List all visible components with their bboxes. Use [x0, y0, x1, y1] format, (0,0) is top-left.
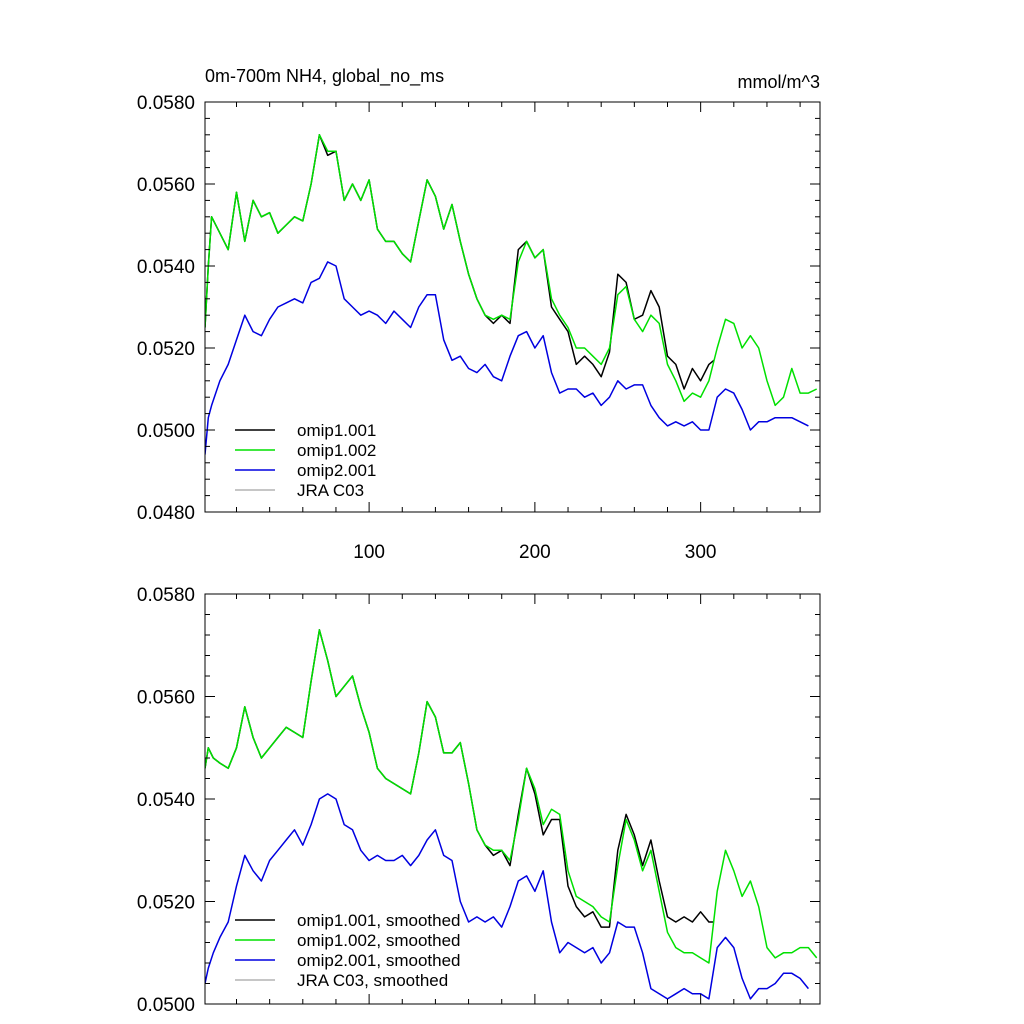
y-tick-label: 0.0500	[137, 421, 195, 442]
top-panel: 0.0480 0.0500 0.0520 0.0540 0.0560 0.0580 100 2…	[137, 66, 821, 563]
y-tick-label: 0.0540	[137, 257, 195, 278]
y-tick-label: 0.0560	[137, 688, 195, 709]
series-line-omip2-001-smoothed	[205, 793, 809, 1000]
y-tick-label: 0.0560	[137, 175, 195, 196]
legend-label: JRA C03, smoothed	[297, 971, 448, 990]
chart-title: 0m-700m NH4, global_no_ms	[205, 66, 444, 87]
y-tick-label: 0.0540	[137, 790, 195, 811]
y-tick-label: 0.0520	[137, 339, 195, 360]
x-tick-label: 300	[685, 542, 717, 563]
series-group	[205, 629, 818, 1000]
series-line-omip1-002	[205, 134, 818, 407]
bottom-panel: 0.0500 0.0520 0.0540 0.0560 0.0580 omip1.001,…	[137, 585, 821, 1016]
legend-label: omip1.002	[297, 441, 376, 460]
plot-frame	[204, 101, 821, 513]
x-tick-label: 200	[519, 542, 551, 563]
y-tick-label: 0.0480	[137, 503, 195, 524]
series-line-omip1-001-smoothed	[205, 629, 714, 928]
series-group	[205, 134, 818, 455]
legend-label: omip2.001, smoothed	[297, 951, 461, 970]
x-tick-label: 100	[353, 542, 385, 563]
series-line-omip2-001	[205, 261, 809, 455]
legend-label: JRA C03	[297, 481, 364, 500]
legend-label: omip1.001, smoothed	[297, 911, 461, 930]
series-line-omip1-001	[205, 134, 715, 390]
series-line-omip1-002-smoothed	[205, 629, 818, 964]
units-label: mmol/m^3	[738, 72, 820, 92]
y-tick-label: 0.0580	[137, 585, 195, 606]
legend-label: omip2.001	[297, 461, 376, 480]
legend-label: omip1.001	[297, 421, 376, 440]
y-tick-label: 0.0500	[137, 995, 195, 1016]
y-tick-label: 0.0520	[137, 893, 195, 914]
y-tick-label: 0.0580	[137, 93, 195, 114]
legend-label: omip1.002, smoothed	[297, 931, 461, 950]
